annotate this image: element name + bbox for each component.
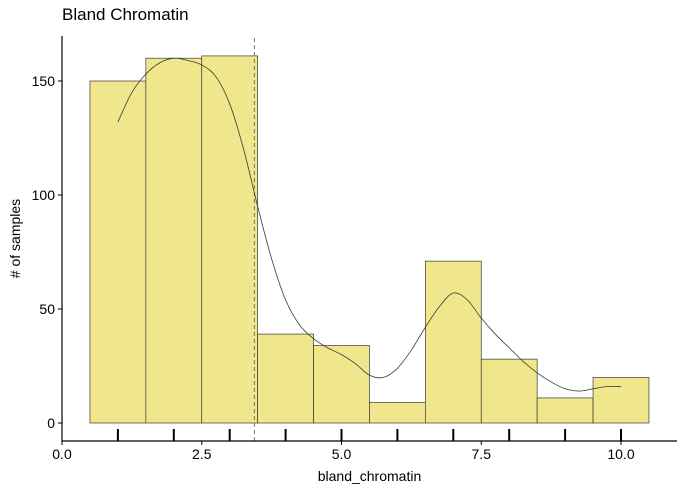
histogram-bar bbox=[425, 260, 482, 424]
y-axis-label: # of samples bbox=[7, 199, 23, 278]
x-tick-label: 5.0 bbox=[332, 446, 352, 462]
x-axis-label: bland_chromatin bbox=[318, 468, 422, 484]
histogram-bar bbox=[89, 80, 147, 424]
y-tick-label: 50 bbox=[39, 301, 55, 317]
histogram-bar bbox=[201, 55, 259, 424]
overlay-layer bbox=[117, 38, 622, 441]
x-tick-label: 10.0 bbox=[607, 446, 634, 462]
histogram-bar bbox=[257, 333, 314, 424]
histogram-bar bbox=[536, 397, 594, 424]
labels-layer: 0 50 100 150 0.0 2.5 5.0 7.5 10.0 bland_chromatin… bbox=[7, 73, 635, 484]
axes-layer bbox=[58, 36, 677, 445]
x-tick-label: 0.0 bbox=[52, 446, 72, 462]
histogram-bar bbox=[592, 377, 650, 424]
y-tick-label: 150 bbox=[32, 73, 56, 89]
x-tick-label: 2.5 bbox=[192, 446, 212, 462]
y-tick-label: 100 bbox=[32, 187, 56, 203]
x-tick-label: 7.5 bbox=[472, 446, 492, 462]
histogram-bar bbox=[145, 57, 203, 424]
density-curve bbox=[117, 57, 622, 392]
histogram-bar bbox=[480, 358, 538, 424]
histogram-bar bbox=[313, 345, 370, 424]
chart-title: Bland Chromatin bbox=[62, 5, 189, 24]
bars-layer bbox=[89, 55, 650, 424]
rug-layer bbox=[116, 429, 622, 441]
histogram-bar bbox=[369, 402, 426, 424]
y-tick-label: 0 bbox=[47, 415, 55, 431]
